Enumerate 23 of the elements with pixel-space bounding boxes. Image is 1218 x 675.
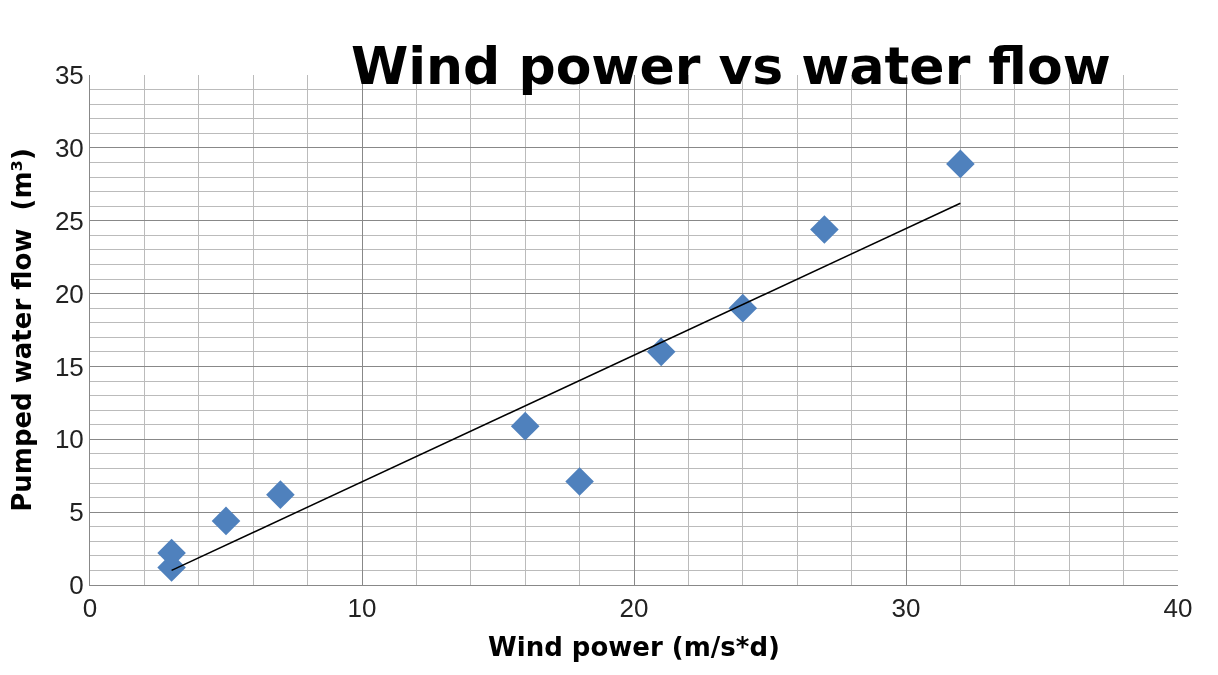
y-tick-label: 30: [54, 132, 84, 163]
y-tick-label: 5: [69, 497, 84, 528]
y-tick-label: 10: [54, 424, 84, 455]
y-tick-label: 20: [54, 278, 84, 309]
point: [810, 215, 839, 244]
x-axis-title: Wind power (m/s*d): [488, 631, 780, 662]
y-tick-label: 0: [69, 570, 84, 601]
point: [266, 480, 295, 509]
point: [728, 293, 758, 323]
point: [946, 149, 975, 179]
point: [565, 467, 594, 496]
chart-title: Wind power vs water flow: [350, 35, 1111, 96]
y-tick-label: 15: [54, 351, 84, 382]
y-tick-label: 25: [54, 205, 84, 236]
y-tick-label: 35: [54, 60, 84, 91]
point: [211, 506, 241, 536]
x-tick-label: 20: [619, 593, 649, 624]
y-axis-title: Pumped water flow (m³): [7, 148, 38, 512]
point: [510, 411, 540, 441]
x-tick-label: 30: [891, 593, 921, 624]
x-tick-label: 40: [1163, 593, 1193, 624]
x-tick-label: 10: [347, 593, 377, 624]
point: [646, 337, 676, 367]
